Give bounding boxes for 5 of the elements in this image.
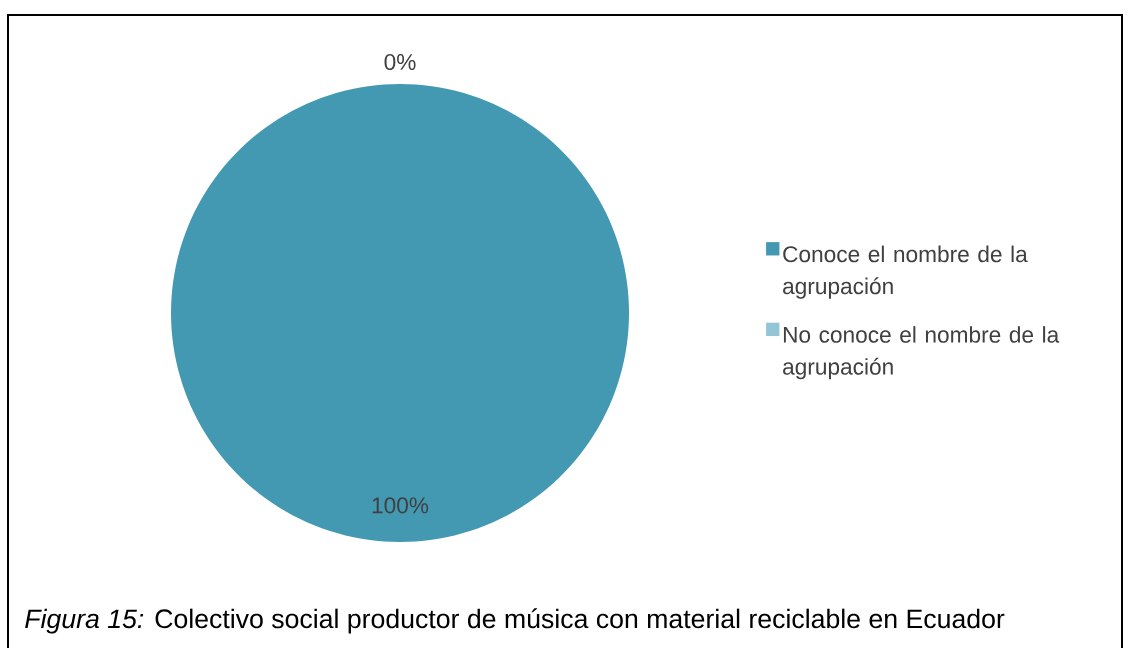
text: 0% bbox=[384, 53, 416, 71]
data-label: 100% bbox=[372, 497, 429, 514]
text: Figura 15: Colectivo social productor de música con material reciclable en Ecuador bbox=[25, 608, 1005, 634]
legend-label: Conoce el nombre de la agrupación bbox=[783, 245, 1028, 299]
legend-label: No conoce el nombre de la agrupación bbox=[783, 326, 1060, 380]
